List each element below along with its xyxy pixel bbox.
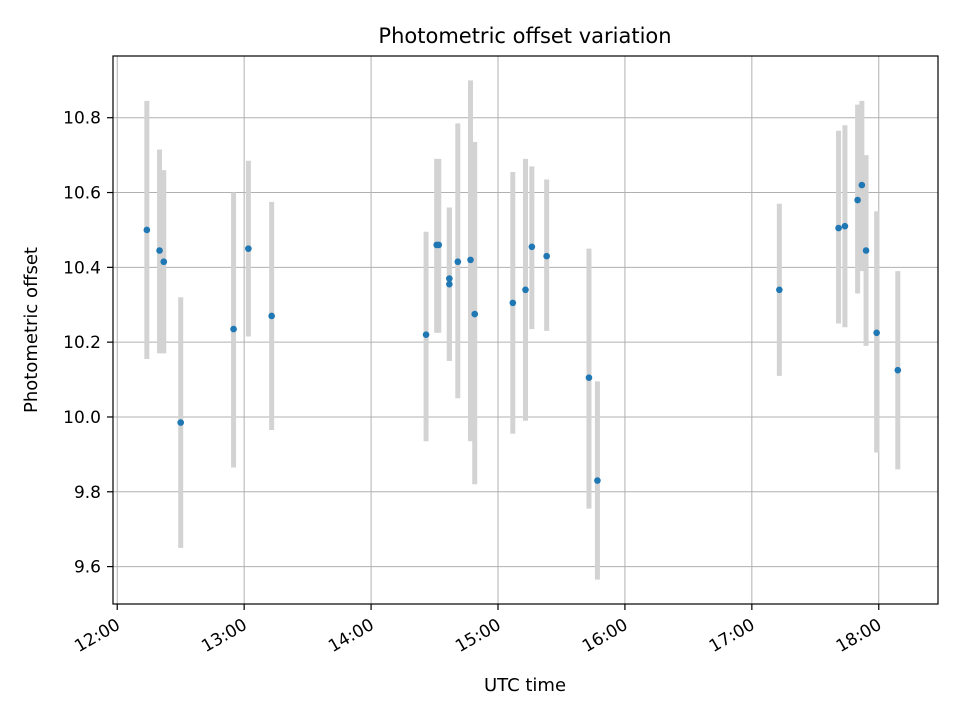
- data-point: [594, 477, 601, 484]
- data-point: [528, 243, 536, 251]
- data-point: [467, 256, 474, 264]
- data-point: [543, 252, 550, 260]
- data-point: [156, 247, 163, 254]
- data-point: [160, 258, 168, 266]
- y-tick-label: 10.2: [63, 333, 101, 353]
- data-point: [435, 241, 443, 249]
- data-point: [245, 245, 252, 252]
- data-point: [862, 247, 870, 254]
- y-tick-label: 10.8: [63, 109, 101, 129]
- y-tick-label: 9.6: [74, 558, 101, 578]
- data-point: [454, 258, 462, 266]
- data-point: [446, 280, 453, 288]
- y-tick-label: 10.0: [63, 408, 101, 428]
- data-point: [522, 286, 529, 294]
- data-point: [858, 181, 866, 189]
- data-point: [230, 325, 237, 333]
- data-point: [509, 299, 517, 307]
- y-tick-label: 10.4: [63, 258, 101, 278]
- data-point: [268, 312, 275, 320]
- data-point: [143, 226, 151, 234]
- data-point: [471, 310, 479, 318]
- data-point: [422, 331, 430, 338]
- y-tick-label: 9.8: [74, 483, 101, 503]
- data-point: [873, 329, 880, 337]
- data-point: [835, 224, 842, 232]
- y-axis-ticks: 9.6 9.8 10.0 10.2 10.4 10.6 10.8: [63, 109, 113, 578]
- y-tick-label: 10.6: [63, 184, 101, 204]
- y-axis-label: Photometric offset: [21, 247, 42, 413]
- data-point: [177, 419, 184, 426]
- data-point: [854, 196, 861, 204]
- x-axis-label: UTC time: [484, 675, 566, 696]
- data-point: [776, 286, 783, 294]
- data-point: [446, 275, 453, 282]
- chart-title: Photometric offset variation: [378, 24, 671, 48]
- plot-area-frame: [112, 55, 939, 605]
- data-point: [894, 366, 902, 374]
- data-points: [143, 181, 902, 484]
- data-point: [585, 374, 593, 381]
- data-point: [841, 222, 849, 230]
